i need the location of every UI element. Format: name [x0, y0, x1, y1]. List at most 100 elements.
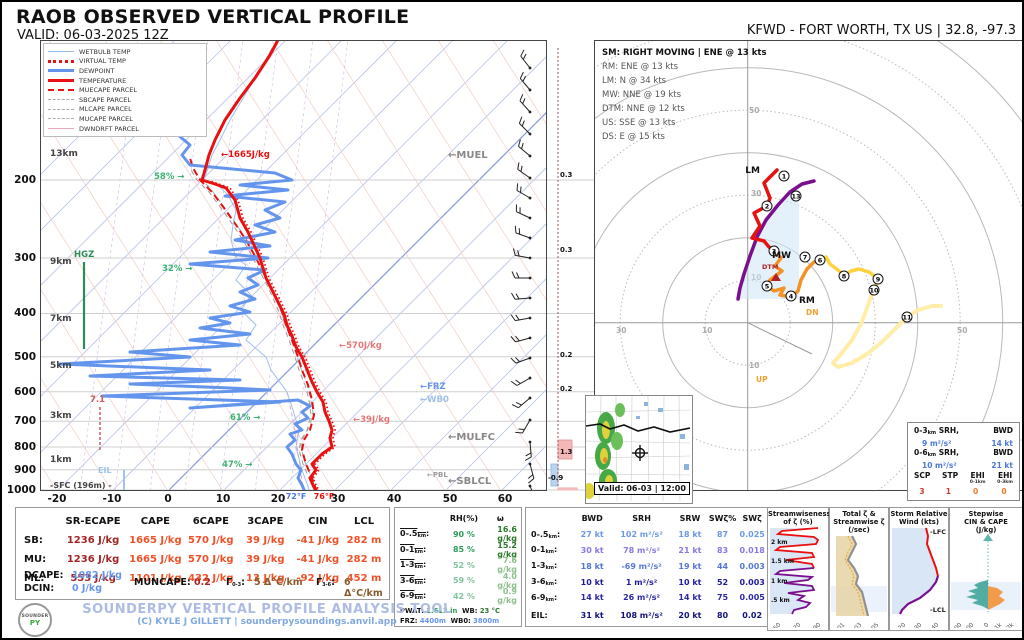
cell: 553 J/kg	[70, 573, 116, 584]
brand-title: SOUNDERPY VERTICAL PROFILE ANALYSIS TOOL	[82, 602, 452, 617]
dtm-marker-icon	[771, 273, 781, 281]
bwd-value: 27 kt	[580, 530, 604, 540]
moisture-row: 0-1km: 85 % 15.2 g/kg	[397, 541, 519, 559]
omega-value: 0.3	[560, 246, 573, 254]
lm-marker-label: LM	[745, 166, 760, 176]
sblcl-label: ←SBLCL	[448, 476, 492, 487]
cell: -92 J/kg	[296, 573, 340, 584]
omega-bar-negative	[550, 463, 559, 487]
kinematics-table: BWD SRH SRW SWζ% SWζ 0-.5km: 27 kt 102 m…	[525, 507, 770, 627]
mulfc-label: ←MULFC	[448, 432, 495, 443]
swz-value: 0.005	[739, 593, 765, 603]
pbl-label: ←PBL	[427, 471, 448, 479]
radar-valid-label: Valid: 06-03 | 12:00	[594, 482, 690, 495]
streamwiseness-panel: Streamwiseness of ζ (%) 2 km 1.5 km 1 km …	[767, 507, 831, 631]
srh-0-6-label: 0-6km SRH,	[914, 448, 960, 458]
eil-label: EIL	[98, 466, 112, 475]
legend-item: MUCAPE PARCEL	[48, 114, 202, 124]
skewt-chart: 13km 9km 7km 5km 3km 1km -SFC (196m) - ←…	[40, 40, 547, 491]
swzpct-header: SWζ%	[708, 514, 737, 524]
omega-value: 16.6 g/kg	[497, 525, 517, 544]
swz-header: SWζ	[742, 514, 762, 524]
dry-adiabat-lines	[40, 40, 547, 491]
cell: 1101 J/kg	[129, 573, 182, 584]
hodo-trace-high	[736, 179, 816, 301]
stp-label: STP	[942, 471, 959, 480]
x-tick: 50	[772, 621, 782, 628]
ring-label: 30	[616, 326, 626, 335]
stepwise-cin-area	[966, 580, 988, 609]
hodo-trace-mid1	[765, 249, 822, 299]
pwat-label: PWAT:	[400, 607, 424, 615]
srh-bwd-header-row: 0-3km SRH, BWD	[914, 426, 1013, 439]
cell: 39 J/kg	[246, 535, 285, 546]
cell: 13 J/kg	[246, 573, 285, 584]
srw-value: 18 kt	[678, 530, 702, 540]
composite-values-row: 3 1 0 0	[914, 487, 1013, 496]
rh-header: RH(%)	[449, 514, 478, 524]
temp-tick: 60	[497, 493, 513, 505]
muecape-line-icon	[48, 89, 74, 92]
dcin-value: 0 J/kg	[72, 583, 103, 594]
wb-value: 23 °C	[479, 607, 501, 615]
us-line: US: SSE @ 13 kts	[602, 118, 676, 128]
swzpct-value: 52	[716, 577, 729, 587]
ehi1-value: 0	[973, 487, 979, 496]
layer-label: 1-3km:	[531, 561, 558, 572]
temperature-trace	[200, 40, 334, 491]
surface-temp-label: 76°F	[313, 492, 335, 501]
streamwiseness-plot: 2 km 1.5 km 1 km .5 km 50 70 90	[770, 527, 823, 628]
credit-line: (C) KYLE J GILLETT | sounderpysoundings.…	[137, 617, 397, 627]
height-label: 3km	[50, 411, 72, 421]
col-header: 3CAPE	[247, 516, 284, 527]
kinematics-row: 3-6km: 10 kt 1 m²/s² 10 kt 52 0.003	[528, 574, 767, 590]
rh-annotation-700: 61% →	[230, 413, 260, 423]
lapse-3-6-label: Γ3-6:	[316, 577, 335, 588]
col-header: CAPE	[140, 516, 170, 527]
dewpoint-trace	[58, 44, 312, 491]
wind-barbs	[510, 49, 539, 491]
col-header: LCL	[354, 516, 375, 527]
hgz-label: HGZ	[74, 250, 94, 260]
dtm-marker-label: DTM	[762, 263, 778, 271]
storm-motion-block: SM: RIGHT MOVING | ENE @ 13 kts RM: ENE …	[602, 46, 767, 144]
wb-label: WB:	[462, 607, 478, 615]
pressure-tick: 700	[14, 415, 36, 427]
height-label: .5 km	[771, 597, 790, 604]
km-marker: 3	[772, 247, 777, 255]
streamwiseness-upper-curve	[773, 527, 820, 569]
logo-text-top: SOUNDER	[21, 613, 49, 619]
temp-tick: -10	[102, 493, 122, 505]
kinematics-row: 1-3km: 18 kt -69 m²/s² 19 kt 44 0.003	[528, 558, 767, 574]
pressure-tick: 300	[14, 252, 36, 264]
bwd-value: 18 kt	[580, 561, 604, 571]
stepwise-cape-area	[988, 586, 1005, 610]
mlcape-line-icon	[48, 108, 74, 110]
height-label: 1.5 km	[771, 558, 794, 565]
height-label: 9km	[50, 257, 72, 267]
legend-item: DEWPOINT	[48, 66, 202, 76]
mucape-parcel-trace	[189, 167, 315, 491]
legend-item: MUECAPE PARCEL	[48, 85, 202, 95]
srh-shaded-area	[738, 184, 799, 299]
x-tick: 90	[812, 621, 822, 628]
swz-value: 0.003	[739, 577, 765, 587]
x-tick: 1k	[993, 621, 1003, 628]
frz-label: ←FRZ	[420, 382, 446, 392]
pressure-tick: 1000	[6, 484, 36, 496]
cell: 282 m	[346, 535, 382, 546]
layer-label: 3-6km:	[400, 575, 427, 586]
lm-line: LM: N @ 34 kts	[602, 76, 667, 86]
hodo-trace-upper	[831, 295, 943, 369]
omega-value: -0.9	[548, 474, 563, 482]
temp-tick: 40	[386, 493, 402, 505]
omega-value: 0.2	[560, 351, 573, 359]
composite-labels-row: SCP STP EHI 0-1km EHI 0-3km	[914, 472, 1013, 486]
col-header: 6CAPE	[192, 516, 229, 527]
swzpct-value: 75	[716, 593, 729, 603]
km-marker: 8	[842, 272, 847, 280]
swzpct-value: 80	[716, 611, 729, 621]
table-row-sb: SB: 1236 J/kg 1665 J/kg 570 J/kg 39 J/kg…	[20, 531, 385, 550]
panel-title: Stepwise CIN & CAPE (J/kg)	[964, 510, 1008, 534]
